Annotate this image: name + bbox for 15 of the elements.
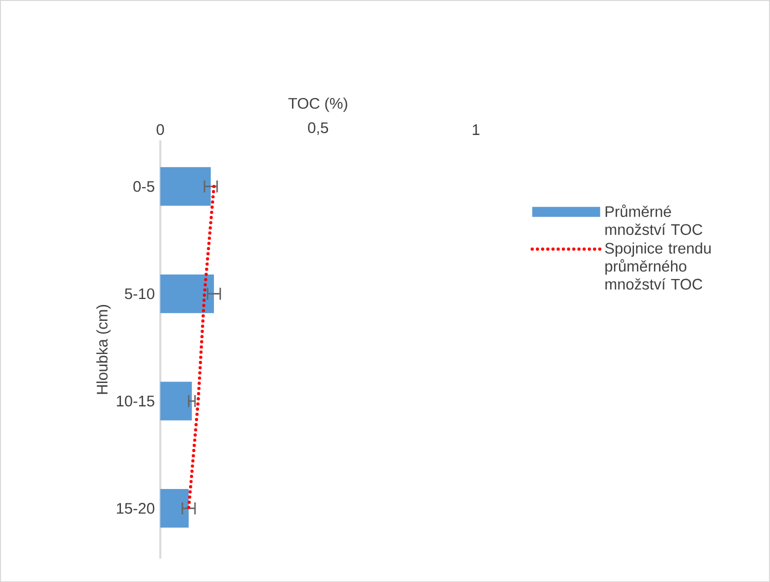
bar — [160, 167, 211, 206]
bar — [160, 274, 214, 313]
y-tick-label: 5-10 — [124, 288, 154, 300]
legend-label: Průměrné množství TOC — [605, 204, 702, 235]
y-tick-label: 10-15 — [116, 396, 154, 406]
y-tick-label: 15-20 — [116, 502, 154, 514]
x-tick-label: 0 — [156, 124, 164, 135]
y-axis-title: Hloubka (cm) — [96, 304, 111, 394]
y-tick-label: 0-5 — [133, 180, 154, 192]
bar — [160, 382, 192, 420]
x-tick-label: 0,5 — [308, 122, 328, 135]
bar — [160, 488, 189, 528]
x-axis-title: TOC (%) — [288, 97, 348, 112]
x-tick-label: 1 — [472, 124, 480, 135]
legend-label: Spojnice trendu průměrného množství TOC — [605, 242, 711, 290]
